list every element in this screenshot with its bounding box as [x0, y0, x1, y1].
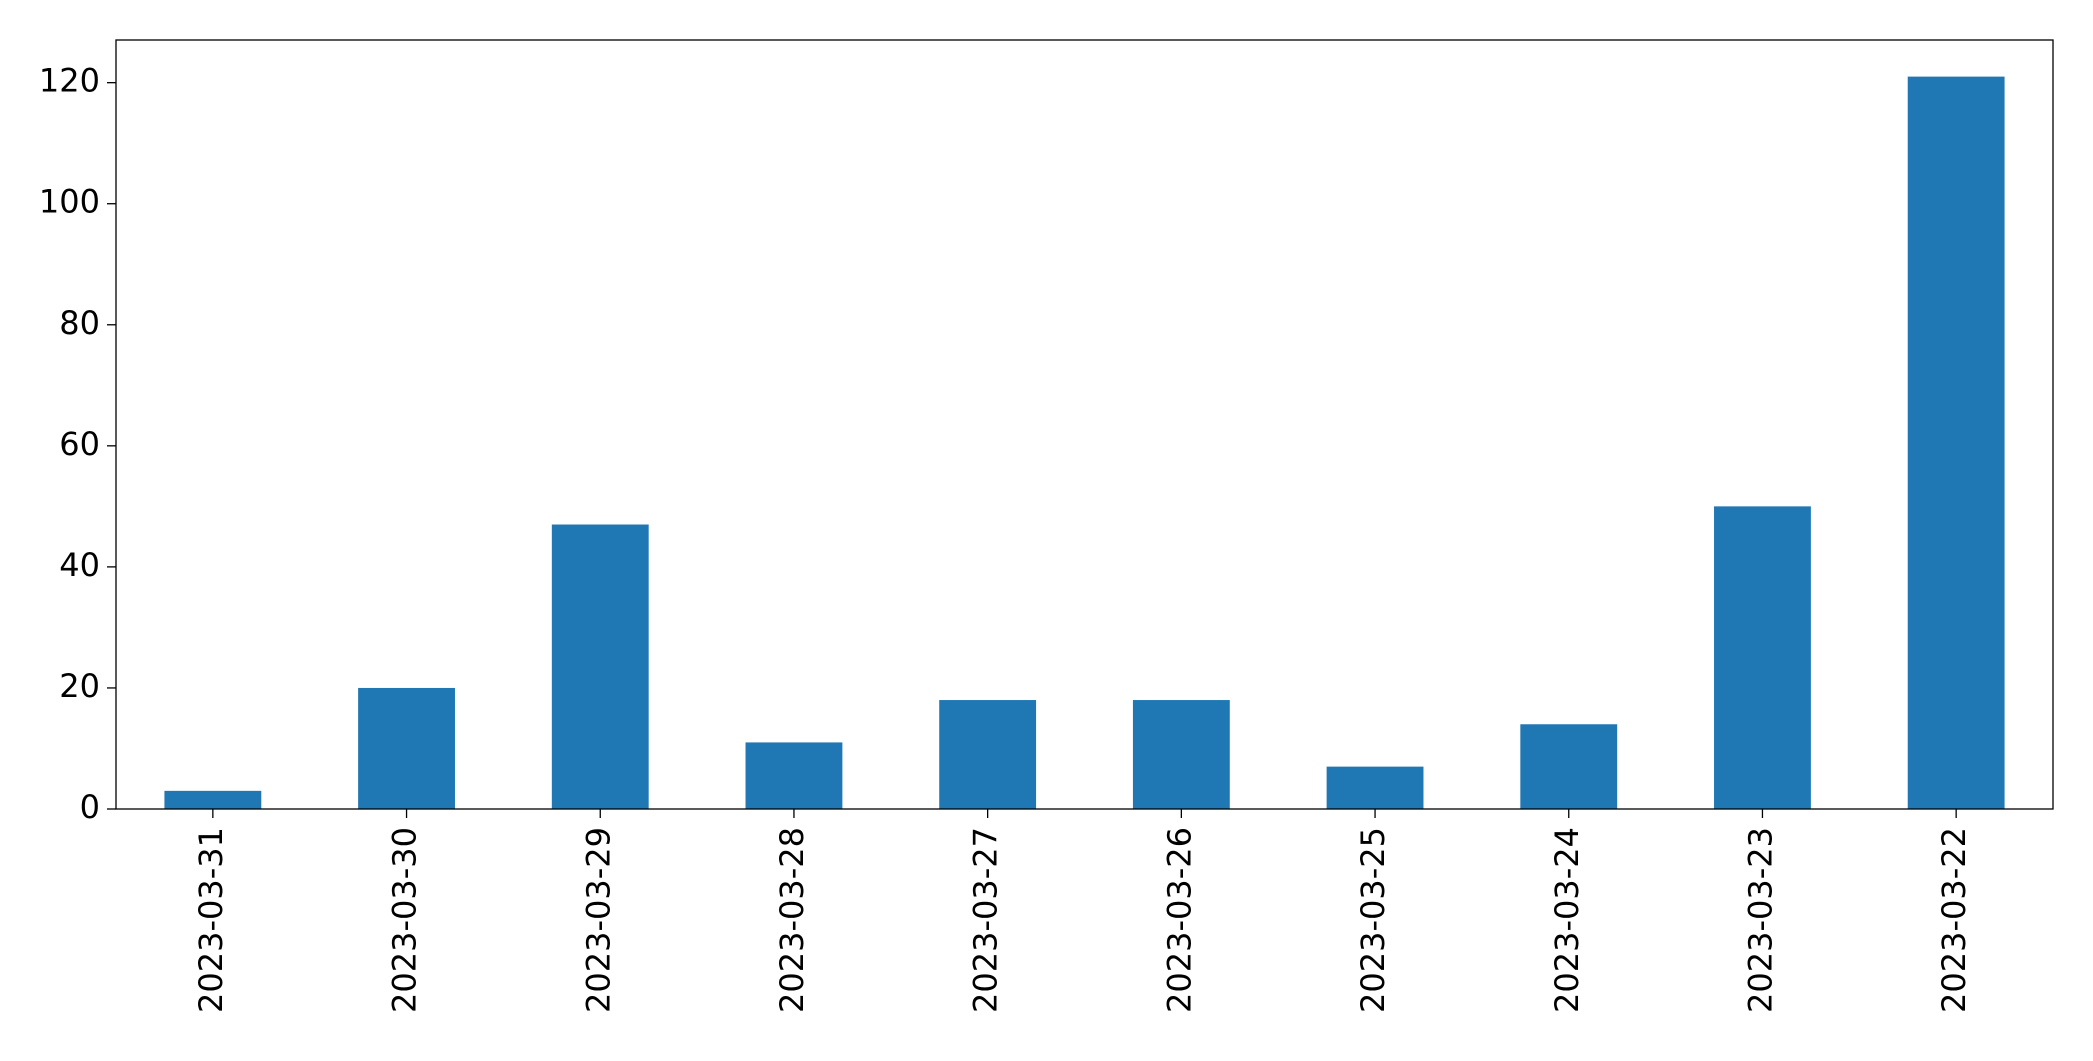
x-tick-label: 2023-03-24 [1548, 827, 1586, 1013]
y-tick-label: 20 [59, 667, 100, 705]
bar [1132, 700, 1230, 809]
x-tick-label: 2023-03-22 [1935, 827, 1973, 1013]
bar [1520, 724, 1618, 809]
bar [939, 700, 1037, 809]
bar [551, 524, 649, 809]
y-tick-label: 40 [59, 546, 100, 584]
bar [1907, 76, 2005, 810]
bar [1326, 766, 1424, 809]
x-tick-label: 2023-03-26 [1160, 827, 1198, 1013]
bar [358, 687, 455, 809]
y-tick-label: 60 [59, 425, 100, 463]
y-tick-label: 100 [39, 183, 100, 221]
bar [164, 790, 262, 809]
x-tick-label: 2023-03-27 [967, 827, 1005, 1013]
x-tick-label: 2023-03-28 [773, 827, 811, 1013]
x-tick-label: 2023-03-30 [386, 827, 424, 1013]
y-tick-label: 0 [80, 788, 100, 826]
x-tick-label: 2023-03-23 [1741, 827, 1779, 1013]
x-tick-label: 2023-03-31 [192, 827, 230, 1013]
y-tick-label: 80 [59, 304, 100, 342]
bar [1714, 506, 1811, 809]
x-tick-label: 2023-03-25 [1354, 827, 1392, 1013]
bar [745, 742, 843, 809]
x-tick-label: 2023-03-29 [579, 827, 617, 1013]
y-tick-label: 120 [39, 62, 100, 100]
plot-frame [115, 39, 2054, 810]
